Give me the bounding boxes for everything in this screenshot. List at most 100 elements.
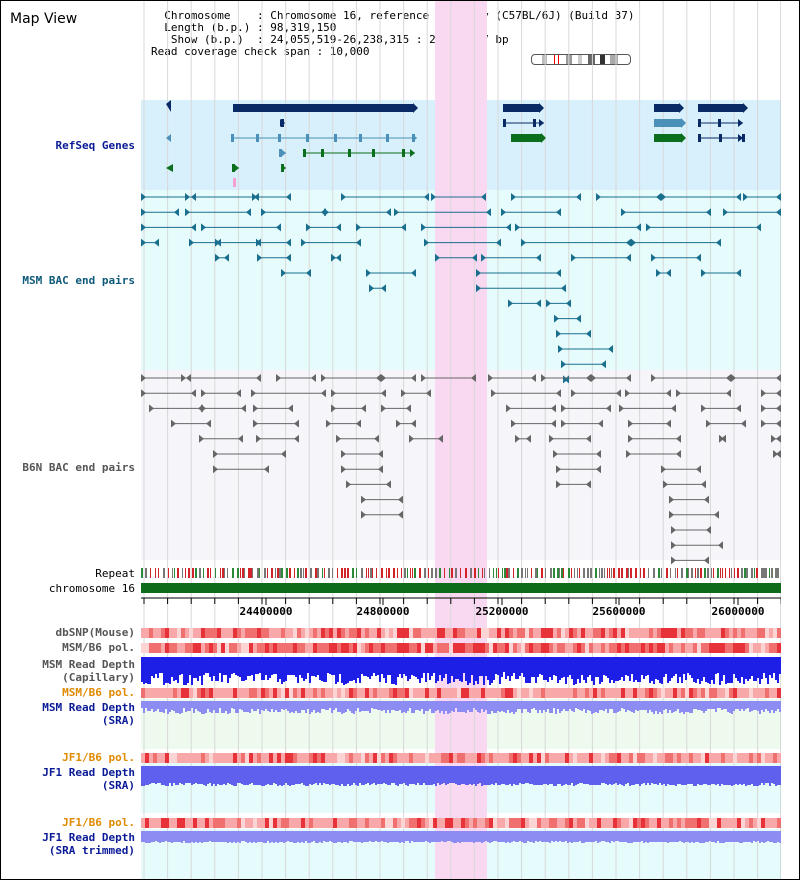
- msm-depth-sra-bar: [217, 701, 219, 713]
- repeat-element: [553, 568, 555, 578]
- msm-depth-capillary-bar: [257, 657, 259, 674]
- msm-b6-pol-cell: [365, 688, 369, 698]
- msm-depth-capillary-bar: [507, 657, 509, 676]
- msm-b6-pol-cell: [625, 643, 629, 653]
- msm-depth-sra-bar: [141, 701, 143, 708]
- msm-b6-pol-cell: [345, 643, 349, 653]
- msm-depth-sra-bar: [331, 701, 333, 713]
- jf1-b6-pol-cell: [201, 753, 205, 763]
- dbsnp-heat-cell: [597, 628, 601, 638]
- jf1-b6-pol-cell: [161, 818, 165, 828]
- jf1-b6-pol-cell: [241, 753, 245, 763]
- msm-depth-capillary-bar: [463, 657, 465, 673]
- msm-depth-sra-bar: [433, 701, 435, 713]
- jf1-depth-trimmed-bar: [643, 831, 645, 843]
- msm-depth-sra-bar: [275, 701, 277, 710]
- msm-b6-pol-cell: [721, 643, 725, 653]
- jf1-depth-sra-bar: [717, 766, 719, 784]
- repeat-element: [155, 568, 156, 578]
- jf1-b6-pol-cell: [697, 753, 701, 763]
- msm-depth-sra-bar: [267, 701, 269, 711]
- genome-tracks-plot[interactable]: 24400000 24800000 25200000 25600000 26000000: [141, 1, 781, 879]
- msm-b6-pol-cell: [753, 688, 757, 698]
- msm-depth-sra-bar: [507, 701, 509, 710]
- repeat-element: [414, 568, 416, 578]
- jf1-depth-trimmed-bar: [509, 831, 511, 843]
- msm-b6-pol-cell: [365, 643, 369, 653]
- msm-depth-sra-bar: [477, 701, 479, 712]
- jf1-b6-pol-cell: [353, 753, 357, 763]
- jf1-depth-sra-bar: [391, 766, 393, 783]
- msm-b6-pol-cell: [165, 643, 169, 653]
- msm-depth-capillary-bar: [181, 657, 183, 674]
- jf1-depth-sra-bar: [229, 766, 231, 784]
- msm-depth-capillary-bar: [263, 657, 265, 680]
- msm-depth-sra-bar: [705, 701, 707, 711]
- msm-bac-end-pair-end-right: [506, 223, 511, 232]
- b6n-bac-end-pair-end-left: [628, 434, 633, 443]
- jf1-b6-pol-cell: [317, 753, 321, 763]
- jf1-b6-pol-cell: [341, 818, 345, 828]
- jf1-depth-trimmed-bar: [559, 831, 561, 841]
- msm-b6-pol-cell: [349, 643, 353, 653]
- jf1-b6-pol-cell: [377, 818, 381, 828]
- jf1-b6-pol-cell: [373, 818, 377, 828]
- msm-depth-sra-bar: [401, 701, 403, 713]
- jf1-depth-trimmed-bar: [657, 831, 659, 842]
- jf1-depth-trimmed-bar: [323, 831, 325, 841]
- msm-b6-pol-cell: [717, 688, 721, 698]
- msm-depth-capillary-bar: [605, 657, 607, 676]
- jf1-b6-pol-cell: [585, 753, 589, 763]
- jf1-b6-pol-cell: [709, 753, 713, 763]
- jf1-b6-pol-cell: [285, 753, 289, 763]
- b6n-bac-end-pair-end-left: [141, 389, 146, 398]
- jf1-depth-trimmed-bar: [307, 831, 309, 843]
- msm-bac-end-pair-end-left: [515, 223, 520, 232]
- refseq-gene-exon: [278, 134, 281, 142]
- jf1-depth-trimmed-bar: [277, 831, 279, 843]
- msm-depth-capillary-bar: [715, 657, 717, 674]
- jf1-depth-sra-bar: [265, 766, 267, 785]
- msm-depth-capillary-bar: [401, 657, 403, 678]
- msm-depth-sra-bar: [723, 701, 725, 709]
- jf1-depth-trimmed-bar: [385, 831, 387, 842]
- msm-depth-sra-bar: [605, 701, 607, 709]
- dbsnp-heat-cell: [421, 628, 425, 638]
- b6n-bac-end-pair-end-right: [556, 389, 561, 398]
- jf1-depth-sra-bar: [663, 766, 665, 784]
- dbsnp-heat-cell: [157, 628, 161, 638]
- dbsnp-heat-cell: [641, 628, 645, 638]
- b6n-bac-end-pair-end-left: [591, 374, 596, 382]
- jf1-depth-sra-bar: [209, 766, 211, 783]
- jf1-depth-trimmed-bar: [231, 831, 233, 843]
- jf1-depth-sra-bar: [639, 766, 641, 786]
- msm-depth-sra-bar: [775, 701, 777, 711]
- jf1-depth-trimmed-bar: [301, 831, 303, 842]
- repeat-element: [294, 568, 295, 578]
- msm-b6-pol-cell: [769, 643, 773, 653]
- dbsnp-heat-cell: [689, 628, 693, 638]
- msm-b6-pol-cell: [381, 688, 385, 698]
- dbsnp-heat-cell: [217, 628, 221, 638]
- jf1-depth-trimmed-bar: [175, 831, 177, 842]
- jf1-depth-sra-bar: [457, 766, 459, 785]
- jf1-depth-sra-bar: [741, 766, 743, 785]
- msm-b6-pol-cell: [249, 643, 253, 653]
- msm-depth-sra-bar: [467, 701, 469, 710]
- msm-depth-sra-bar: [741, 701, 743, 709]
- jf1-depth-sra-bar: [725, 766, 727, 785]
- msm-depth-sra-bar: [419, 701, 421, 711]
- jf1-b6-pol-cell: [769, 818, 773, 828]
- jf1-depth-sra-bar: [731, 766, 733, 786]
- msm-depth-capillary-bar: [503, 657, 505, 672]
- repeat-element: [677, 568, 678, 578]
- b6n-bac-end-pair-end-right: [526, 434, 531, 443]
- b6n-bac-end-pair-end-left: [661, 465, 666, 474]
- jf1-b6-pol-cell: [537, 753, 541, 763]
- jf1-depth-sra-bar: [187, 766, 189, 783]
- jf1-depth-sra-bar: [295, 766, 297, 784]
- msm-depth-capillary-bar: [445, 657, 447, 674]
- dbsnp-heat-cell: [553, 628, 557, 638]
- jf1-b6-pol-cell: [733, 818, 737, 828]
- dbsnp-heat-cell: [161, 628, 165, 638]
